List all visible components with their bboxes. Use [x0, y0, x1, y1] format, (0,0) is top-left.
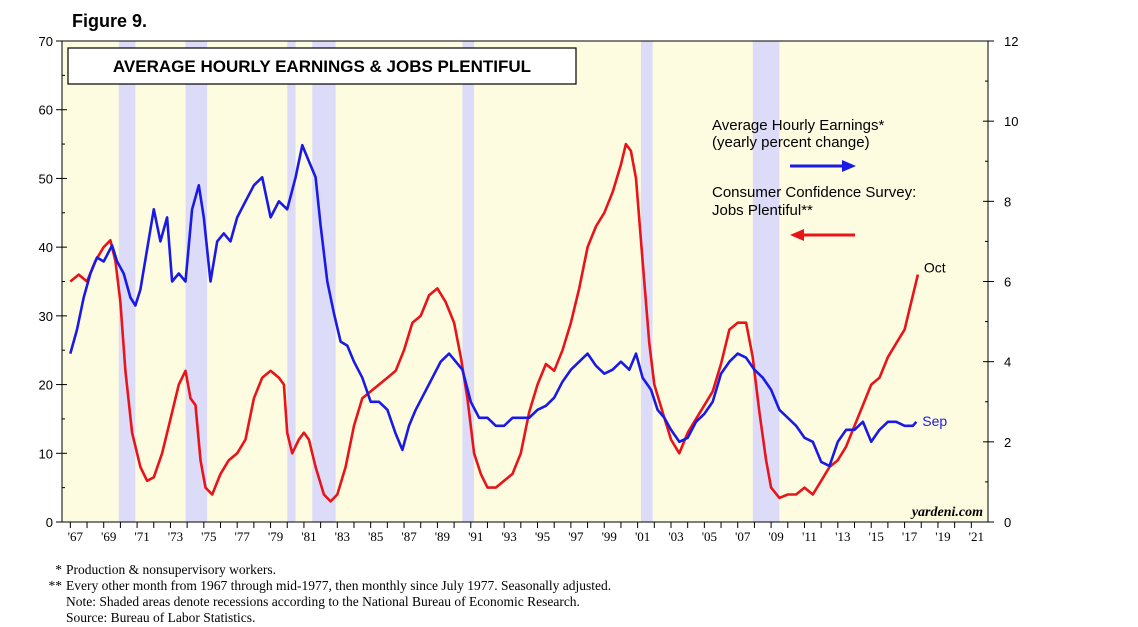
plot-frame [61, 40, 989, 523]
recession-band [462, 41, 475, 522]
right-tick-label: 6 [1004, 275, 1011, 290]
footnote-row: Source: Bureau of Labor Statistics. [66, 610, 256, 625]
x-tick-label: '79 [268, 529, 283, 544]
x-tick-label: '09 [768, 529, 783, 544]
axis-ticks: 0 10 20 30 40 50 60 70 0 2 4 6 8 10 12 '67 '69 '71 '73 '75 '… [39, 34, 1019, 544]
right-tick-label: 12 [1004, 34, 1018, 49]
series-lines: Oct Sep [69, 142, 947, 503]
x-tick-label: '71 [134, 529, 149, 544]
x-tick-label: '21 [969, 529, 984, 544]
x-tick-label: '85 [368, 529, 383, 544]
x-tick-label: '81 [301, 529, 316, 544]
x-tick-label: '99 [602, 529, 617, 544]
legend-arrow-left-icon [790, 229, 855, 241]
hourly-earnings-line [69, 143, 918, 468]
legend-arrow-right-icon [790, 160, 856, 172]
x-tick-label: '83 [335, 529, 350, 544]
legend-earnings-line1: Average Hourly Earnings* [712, 117, 884, 134]
left-tick-label: 70 [39, 34, 53, 49]
right-tick-label: 4 [1004, 355, 1011, 370]
left-tick-label: 30 [39, 309, 53, 324]
jobs-end-label: Oct [924, 260, 946, 276]
left-tick-label: 60 [39, 103, 53, 118]
chart: 0 10 20 30 40 50 60 70 0 2 4 6 8 10 12 '67 '69 '71 '73 '75 '… [39, 34, 1019, 544]
x-tick-label: '77 [235, 529, 251, 544]
footnote-row: Note: Shaded areas denote recessions acc… [66, 594, 580, 609]
left-tick-label: 50 [39, 171, 53, 186]
left-tick-label: 40 [39, 240, 53, 255]
x-tick-label: '15 [869, 529, 884, 544]
x-tick-label: '01 [635, 529, 650, 544]
recession-band [312, 41, 336, 522]
x-tick-label: '87 [401, 529, 417, 544]
footnotes: * Production & nonsupervisory workers. **… [38, 562, 612, 626]
recession-band [752, 41, 780, 522]
x-tick-label: '03 [668, 529, 683, 544]
plot-background [62, 41, 988, 522]
title-box [67, 47, 577, 85]
recession-shading [118, 41, 780, 522]
jobs-plentiful-line [69, 142, 920, 503]
x-tick-label: '11 [802, 529, 817, 544]
figure-label: Figure 9. [72, 11, 148, 31]
legend-jobs-line2: Jobs Plentiful** [712, 202, 813, 219]
right-tick-label: 8 [1004, 194, 1011, 209]
x-tick-label: '73 [168, 529, 183, 544]
recession-band [185, 41, 208, 522]
x-tick-label: '97 [568, 529, 584, 544]
footnote-row: ** Every other month from 1967 through mi… [48, 578, 612, 593]
left-tick-label: 10 [39, 446, 53, 461]
x-tick-label: '89 [435, 529, 450, 544]
right-tick-label: 2 [1004, 435, 1011, 450]
right-tick-label: 0 [1004, 515, 1011, 530]
left-tick-label: 20 [39, 378, 53, 393]
x-tick-label: '95 [535, 529, 550, 544]
x-tick-label: '91 [468, 529, 483, 544]
footnote-row: * Production & nonsupervisory workers. [55, 562, 276, 577]
x-tick-label: '69 [101, 529, 116, 544]
x-tick-label: '75 [201, 529, 216, 544]
x-tick-label: '19 [935, 529, 950, 544]
recession-band [287, 41, 296, 522]
x-tick-label: '17 [902, 529, 918, 544]
left-tick-label: 0 [46, 515, 53, 530]
recession-band [640, 41, 653, 522]
legend-earnings-line2: (yearly percent change) [712, 134, 870, 151]
chart-title: AVERAGE HOURLY EARNINGS & JOBS PLENTIFUL [113, 57, 531, 76]
x-tick-label: '67 [68, 529, 84, 544]
right-tick-label: 10 [1004, 114, 1018, 129]
watermark: yardeni.com [910, 505, 983, 520]
x-tick-label: '05 [702, 529, 717, 544]
earnings-end-label: Sep [922, 413, 947, 429]
x-tick-label: '93 [501, 529, 516, 544]
x-tick-label: '13 [835, 529, 850, 544]
x-tick-label: '07 [735, 529, 751, 544]
legend-jobs-line1: Consumer Confidence Survey: [712, 184, 916, 201]
